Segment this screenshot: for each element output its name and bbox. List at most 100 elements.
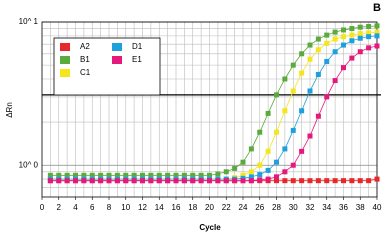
data-point <box>274 178 279 184</box>
data-point <box>190 178 196 184</box>
data-point <box>282 169 288 175</box>
x-tick-label: 36 <box>339 203 348 212</box>
legend-swatch <box>60 43 70 51</box>
data-point <box>315 178 321 184</box>
data-point <box>156 178 162 184</box>
data-point <box>366 30 372 36</box>
data-point <box>349 38 355 44</box>
legend-label: C1 <box>80 68 91 77</box>
data-point <box>156 172 162 178</box>
data-point <box>307 88 313 94</box>
data-point <box>341 34 346 40</box>
x-tick-label: 38 <box>356 203 365 212</box>
x-tick-label: 16 <box>172 203 181 212</box>
data-point <box>89 178 95 184</box>
data-point <box>198 172 204 178</box>
data-point <box>248 178 254 184</box>
y-axis-label: ΔRn <box>5 102 14 118</box>
x-tick-label: 20 <box>205 203 214 212</box>
data-point <box>265 110 271 116</box>
data-point <box>332 178 338 184</box>
data-point <box>299 70 305 76</box>
data-point <box>89 172 95 178</box>
data-point <box>114 178 120 184</box>
data-point <box>148 172 154 178</box>
data-point <box>324 32 330 38</box>
data-point <box>123 178 129 184</box>
series-line <box>50 45 378 182</box>
data-point <box>56 172 62 178</box>
data-point <box>140 172 145 178</box>
data-point <box>181 178 187 184</box>
data-point <box>257 162 263 168</box>
data-point <box>366 45 372 51</box>
data-point <box>349 32 355 38</box>
data-point <box>332 49 338 55</box>
data-point <box>374 29 380 35</box>
data-point <box>315 71 321 77</box>
x-tick-label: 4 <box>73 203 78 212</box>
legend-label: B1 <box>80 55 90 64</box>
data-point <box>357 31 363 37</box>
data-point <box>265 148 271 154</box>
data-point <box>307 133 313 139</box>
data-point <box>307 42 313 48</box>
series-line <box>50 35 378 180</box>
data-point <box>257 177 263 183</box>
x-tick-label: 40 <box>373 203 382 212</box>
data-point <box>366 178 372 184</box>
data-point <box>307 178 313 184</box>
data-point <box>282 76 288 82</box>
x-tick-label: 32 <box>306 203 315 212</box>
data-point <box>131 172 137 178</box>
plot-frame <box>41 21 378 198</box>
data-point <box>265 167 271 173</box>
data-point <box>81 178 87 184</box>
data-point <box>282 178 288 184</box>
x-tick-label: 6 <box>90 203 95 212</box>
x-tick-label: 10 <box>121 203 130 212</box>
data-point <box>324 40 330 46</box>
data-point <box>332 36 338 42</box>
data-point <box>148 178 154 184</box>
data-point <box>240 178 246 184</box>
data-point <box>56 178 62 184</box>
data-point <box>232 178 238 184</box>
data-point <box>332 78 338 84</box>
legend: A2 B1 C1 D1 E1 <box>53 37 161 96</box>
data-point <box>98 172 104 178</box>
legend-label: E1 <box>132 55 142 64</box>
data-point <box>290 127 296 133</box>
data-point <box>274 129 279 135</box>
data-point <box>198 178 204 184</box>
legend-swatch <box>112 43 122 51</box>
series-line <box>50 25 378 176</box>
data-point <box>106 178 112 184</box>
data-point <box>223 169 229 175</box>
data-point <box>341 27 346 33</box>
x-tick-label: 14 <box>155 203 164 212</box>
data-point <box>140 178 145 184</box>
data-point <box>215 178 221 184</box>
data-point <box>114 172 120 178</box>
data-point <box>207 178 212 184</box>
data-point <box>106 172 112 178</box>
x-tick-label: 28 <box>272 203 281 212</box>
data-point <box>248 146 254 152</box>
data-point <box>341 42 346 48</box>
data-point <box>248 169 254 175</box>
x-axis-label: Cycle <box>199 223 221 232</box>
x-tick-label: 0 <box>40 203 45 212</box>
data-point <box>299 51 305 57</box>
panel-label: B <box>373 2 381 14</box>
data-point <box>374 23 380 29</box>
data-point <box>332 29 338 35</box>
data-point <box>366 24 372 30</box>
data-point <box>248 174 254 180</box>
data-point <box>265 176 271 182</box>
x-tick-label: 8 <box>107 203 112 212</box>
data-point <box>232 165 238 171</box>
data-point <box>290 88 296 94</box>
data-point <box>165 178 171 184</box>
data-point <box>257 172 263 178</box>
